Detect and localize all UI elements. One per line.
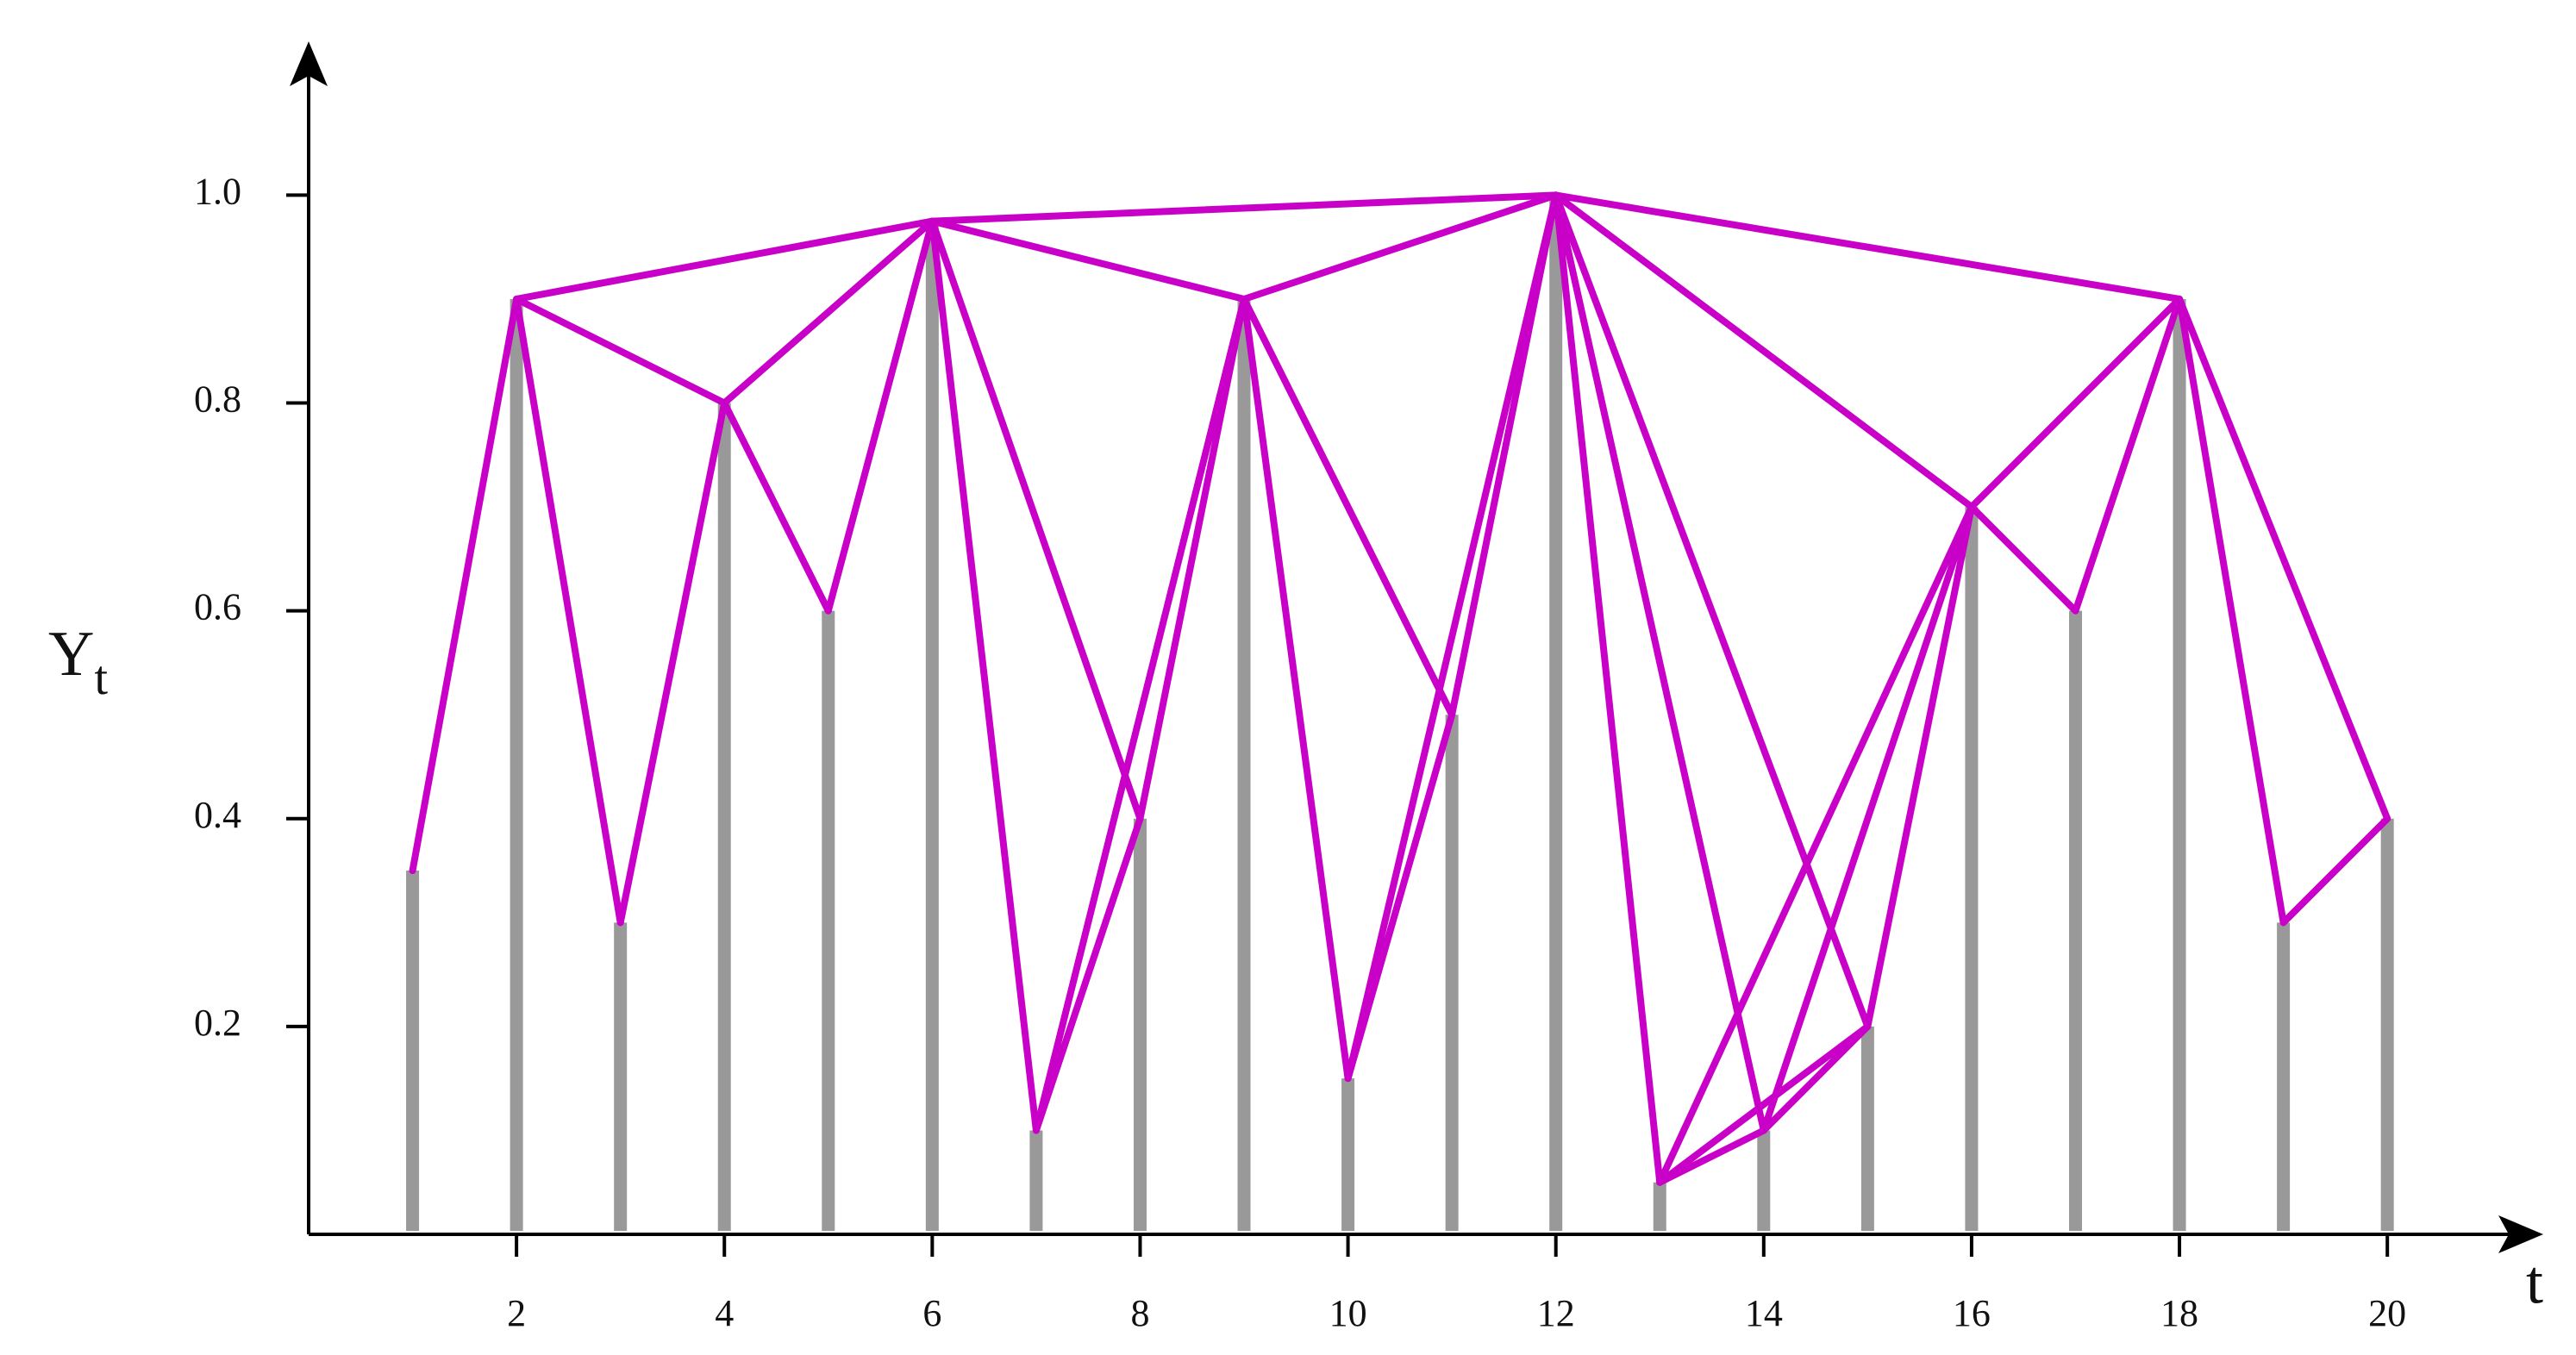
visibility-edge [1241,295,1352,1083]
visibility-edge [616,399,728,927]
visibility-edge [1967,295,2184,511]
visibility-edge [1552,191,1872,1030]
x-axis-label: t [2526,1248,2543,1317]
y-tick-label: 1.0 [194,171,241,213]
visibility-edge [928,191,1560,225]
visibility-edge [824,217,936,615]
visibility-edge [1136,295,1248,822]
visibility-edge [1241,295,1456,719]
visibility-edge [928,217,1144,822]
visibility-edge [1760,1022,1872,1134]
x-tick-label: 16 [1953,1292,1991,1334]
x-tick-label: 8 [1130,1292,1149,1334]
y-tick-label: 0.2 [194,1002,241,1044]
visibility-edge [1032,295,1248,1134]
visibility-edge [1656,1022,1872,1186]
x-axis-arrow [2498,1215,2543,1253]
visibility-edge [2176,295,2392,822]
visibility-edge [721,399,832,615]
x-tick-label: 10 [1329,1292,1367,1334]
visibility-edge [1344,191,1560,1083]
y-tick-label: 0.4 [194,794,241,836]
visibility-edge [2279,815,2392,927]
y-axis-label-subscript: t [94,652,108,705]
y-axis-label: Yt [48,619,108,705]
x-tick-label: 4 [715,1292,734,1334]
visibility-edge [2176,295,2287,927]
visibility-edge [928,217,1248,303]
y-axis-arrow [290,41,328,86]
y-tick-label: 0.6 [194,586,241,628]
x-tick-label: 14 [1745,1292,1783,1334]
visibility-edge [721,217,936,407]
x-tick-label: 6 [922,1292,941,1334]
visibility-edge [513,295,624,927]
visibility-edge [2072,295,2184,615]
visibility-edge [1864,503,1975,1030]
visibility-edge [1552,191,2184,303]
visibility-edge [1552,191,1975,511]
y-tick-label: 0.8 [194,378,241,421]
visibility-edge [1241,191,1560,303]
visibility-edge [1552,191,1664,1186]
visibility-edge [928,217,1040,1134]
visibility-edge [513,295,728,407]
visibility-edge [1656,503,1975,1186]
visibility-edge [409,295,521,875]
x-tick-label: 2 [507,1292,526,1334]
x-tick-label: 12 [1537,1292,1575,1334]
y-axis-label-main: Y [48,619,94,690]
visibility-edge [1552,191,1767,1134]
visibility-edge [1760,503,1975,1134]
visibility-edge [1967,503,2079,615]
visibility-edge [1448,191,1560,719]
visibility-edge [1656,1127,1767,1186]
visibility-edge [513,217,936,303]
x-tick-label: 20 [2368,1292,2406,1334]
x-tick-label: 18 [2160,1292,2198,1334]
visibility-edge [1032,815,1144,1134]
